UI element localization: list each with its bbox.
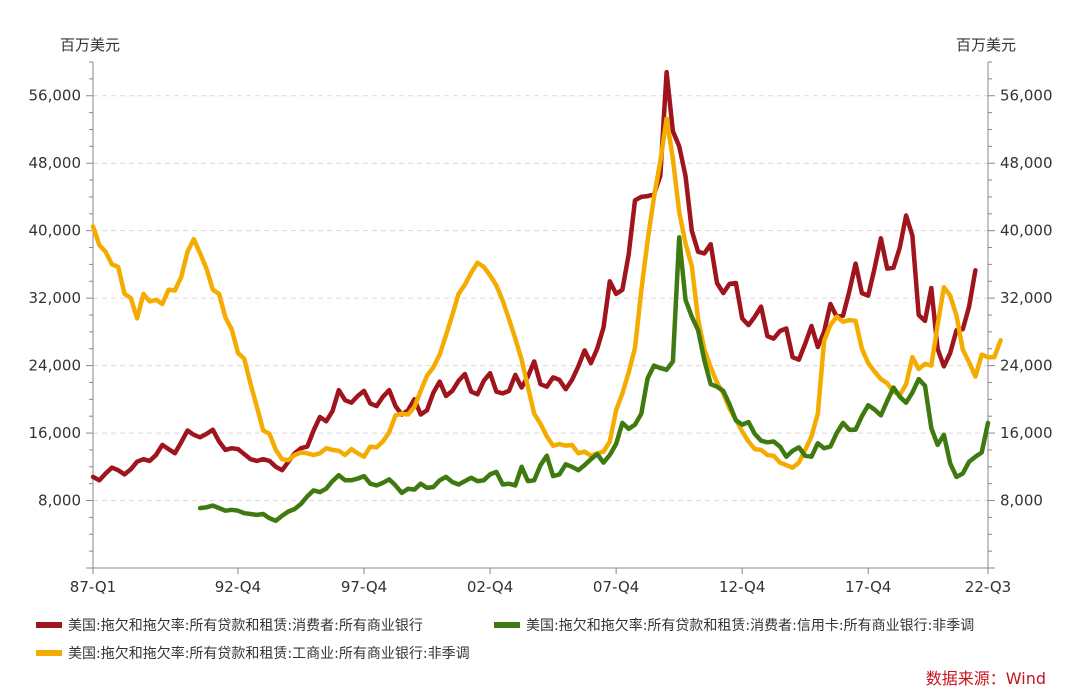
y-axis-unit-left: 百万美元 xyxy=(60,36,121,54)
axes xyxy=(86,61,995,574)
y-tick-label-left: 56,000 xyxy=(29,87,82,105)
y-tick-label-left: 48,000 xyxy=(29,154,82,172)
series-line-consumer xyxy=(90,69,978,483)
y-axis-unit-right: 百万美元 xyxy=(956,36,1017,54)
x-tick-label: 87-Q1 xyxy=(70,578,116,596)
y-tick-label-left: 40,000 xyxy=(29,222,82,240)
legend-swatch-commercial-industrial xyxy=(36,650,62,656)
x-tick-label: 92-Q4 xyxy=(215,578,261,596)
y-tick-label-right: 16,000 xyxy=(1000,424,1053,442)
legend-item-credit-card: 美国:拖欠和拖欠率:所有贷款和租赁:消费者:信用卡:所有商业银行:非季调 xyxy=(494,615,974,635)
gridlines xyxy=(93,95,988,502)
legend-item-commercial-industrial: 美国:拖欠和拖欠率:所有贷款和租赁:工商业:所有商业银行:非季调 xyxy=(36,643,470,663)
legend-label-credit-card: 美国:拖欠和拖欠率:所有贷款和租赁:消费者:信用卡:所有商业银行:非季调 xyxy=(526,618,975,634)
y-tick-label-left: 32,000 xyxy=(29,289,82,307)
x-tick-label: 02-Q4 xyxy=(467,578,513,596)
series-line-commercial-industrial xyxy=(90,116,1003,470)
y-tick-label-right: 24,000 xyxy=(1000,357,1053,375)
legend-swatch-credit-card xyxy=(494,622,520,628)
y-tick-label-right: 32,000 xyxy=(1000,289,1053,307)
y-tick-label-right: 48,000 xyxy=(1000,154,1053,172)
x-tick-label: 07-Q4 xyxy=(593,578,639,596)
tick-labels: 8,000 8,000 16,000 16,000 24,000 24,000 32,000… xyxy=(29,87,1053,596)
y-tick-label-right: 40,000 xyxy=(1000,222,1053,240)
data-source-note: 数据来源：Wind xyxy=(925,669,1046,688)
legend-label-consumer: 美国:拖欠和拖欠率:所有贷款和租赁:消费者:所有商业银行 xyxy=(68,618,423,634)
y-tick-label-left: 16,000 xyxy=(29,424,82,442)
y-tick-label-right: 56,000 xyxy=(1000,87,1053,105)
y-tick-label-right: 8,000 xyxy=(1000,492,1043,510)
series-lines xyxy=(90,69,1003,524)
legend-item-consumer: 美国:拖欠和拖欠率:所有贷款和租赁:消费者:所有商业银行 xyxy=(36,615,423,635)
chart-canvas: 8,000 8,000 16,000 16,000 24,000 24,000 32,000… xyxy=(29,61,1053,596)
legend-swatch-consumer xyxy=(36,622,62,628)
x-tick-label: 22-Q3 xyxy=(965,578,1011,596)
y-tick-label-left: 8,000 xyxy=(38,492,81,510)
x-tick-label: 97-Q4 xyxy=(341,578,387,596)
series-line-credit-card xyxy=(197,235,991,524)
x-tick-label: 17-Q4 xyxy=(845,578,891,596)
y-tick-label-left: 24,000 xyxy=(29,357,82,375)
x-tick-label: 12-Q4 xyxy=(719,578,765,596)
legend-label-commercial-industrial: 美国:拖欠和拖欠率:所有贷款和租赁:工商业:所有商业银行:非季调 xyxy=(68,646,470,662)
